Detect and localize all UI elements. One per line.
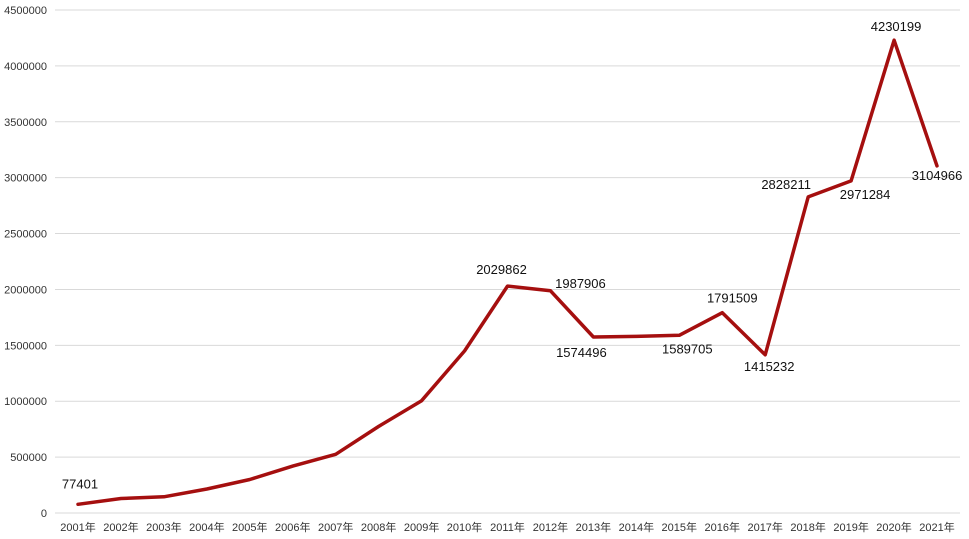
- x-tick-label: 2020年: [876, 520, 911, 534]
- data-label: 1589705: [662, 341, 713, 356]
- x-tick-label: 2019年: [833, 520, 868, 534]
- y-tick-label: 3000000: [4, 173, 47, 185]
- x-tick-label: 2009年: [404, 520, 439, 534]
- data-label: 3104966: [912, 168, 963, 183]
- series-line-path: [76, 38, 939, 507]
- y-tick-label: 4500000: [4, 5, 47, 17]
- x-tick-label: 2008年: [361, 520, 396, 534]
- x-tick-label: 2006年: [275, 520, 310, 534]
- x-tick-label: 2003年: [146, 520, 181, 534]
- y-tick-label: 3500000: [4, 117, 47, 129]
- x-tick-label: 2010年: [447, 520, 482, 534]
- data-label: 77401: [62, 476, 98, 491]
- x-tick-label: 2005年: [232, 520, 267, 534]
- data-label: 1791509: [707, 291, 758, 306]
- data-label: 2971284: [840, 187, 891, 202]
- x-tick-label: 2004年: [189, 520, 224, 534]
- x-tick-label: 2013年: [576, 520, 611, 534]
- x-tick-label: 2015年: [662, 520, 697, 534]
- x-axis-ticks: 2001年 2002年 2003年 2004年 2005年 2006年 2007年 2008年…: [60, 520, 954, 534]
- x-tick-label: 2014年: [619, 520, 654, 534]
- y-tick-label: 2500000: [4, 229, 47, 241]
- data-label: 2029862: [476, 262, 527, 277]
- data-label: 1987906: [555, 276, 606, 291]
- gridlines: [55, 9, 960, 514]
- x-tick-label: 2017年: [747, 520, 782, 534]
- x-tick-label: 2011年: [490, 520, 525, 534]
- x-tick-label: 2002年: [103, 520, 138, 534]
- x-tick-label: 2016年: [705, 520, 740, 534]
- y-tick-label: 500000: [10, 452, 47, 464]
- data-label: 4230199: [871, 19, 922, 34]
- y-tick-label: 1000000: [4, 396, 47, 408]
- x-tick-label: 2007年: [318, 520, 353, 534]
- data-label: 1574496: [556, 345, 607, 360]
- y-axis-ticks: 0 500000 1000000 1500000 2000000 2500000 30000…: [4, 5, 47, 520]
- x-tick-label: 2001年: [60, 520, 95, 534]
- data-labels: 77401 2029862 1987906 1574496 1589705 1791509…: [62, 19, 962, 491]
- series-line: [76, 38, 939, 507]
- data-label: 1415232: [744, 359, 795, 374]
- x-tick-label: 2018年: [790, 520, 825, 534]
- y-tick-label: 0: [41, 508, 47, 520]
- y-tick-label: 2000000: [4, 284, 47, 296]
- x-tick-label: 2012年: [533, 520, 568, 534]
- y-tick-label: 4000000: [4, 61, 47, 73]
- data-label: 2828211: [761, 177, 811, 192]
- y-tick-label: 1500000: [4, 340, 47, 352]
- x-tick-label: 2021年: [919, 520, 954, 534]
